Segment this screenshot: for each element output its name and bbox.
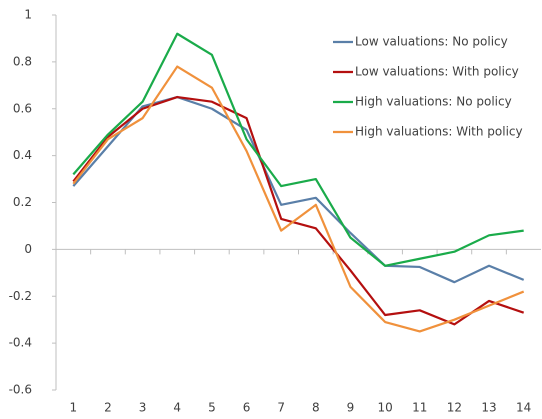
x-tick-label: 7 bbox=[277, 401, 285, 415]
x-tick-label: 8 bbox=[312, 401, 320, 415]
x-tick-label: 3 bbox=[139, 401, 147, 415]
legend-label: High valuations: With policy bbox=[355, 125, 523, 139]
series-line bbox=[72, 32, 524, 267]
legend-label: Low valuations: With policy bbox=[355, 65, 519, 79]
x-tick-label: 14 bbox=[516, 401, 531, 415]
x-tick-label: 2 bbox=[104, 401, 112, 415]
x-tick-label: 10 bbox=[377, 401, 392, 415]
x-tick-label: 5 bbox=[208, 401, 216, 415]
series-line bbox=[72, 65, 525, 333]
x-tick-label: 11 bbox=[412, 401, 427, 415]
x-tick-label: 6 bbox=[243, 401, 251, 415]
x-tick-label: 13 bbox=[481, 401, 496, 415]
x-tick-label: 4 bbox=[173, 401, 181, 415]
x-tick-label: 9 bbox=[347, 401, 355, 415]
y-tick-label: -0.6 bbox=[9, 383, 32, 397]
y-tick-label: 0.6 bbox=[13, 101, 32, 115]
y-tick-label: 0.8 bbox=[13, 54, 32, 68]
y-tick-label: 1 bbox=[24, 8, 32, 22]
x-tick-label: 12 bbox=[447, 401, 462, 415]
y-tick-label: 0 bbox=[24, 242, 32, 256]
y-tick-label: -0.4 bbox=[9, 336, 32, 350]
legend-label: High valuations: No policy bbox=[355, 95, 512, 109]
y-tick-label: -0.2 bbox=[9, 289, 32, 303]
series-line bbox=[72, 95, 525, 284]
x-tick-label: 1 bbox=[70, 401, 78, 415]
legend-label: Low valuations: No policy bbox=[355, 35, 508, 49]
y-tick-label: 0.2 bbox=[13, 195, 32, 209]
y-tick-label: 0.4 bbox=[13, 148, 32, 162]
